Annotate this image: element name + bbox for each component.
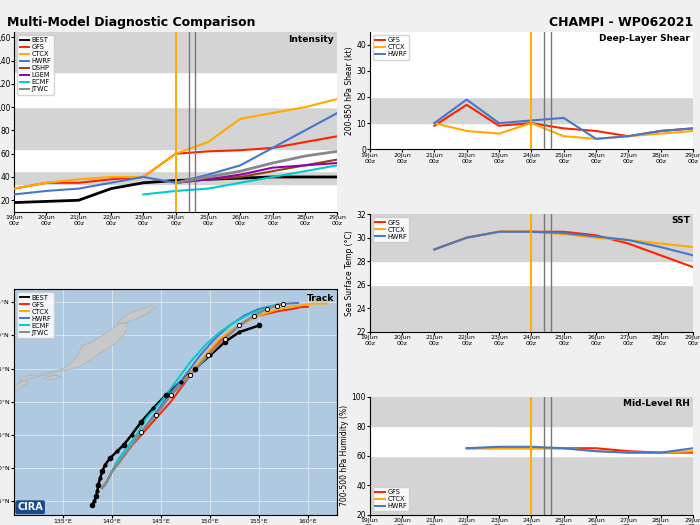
Bar: [370, 214, 693, 261]
Bar: [14, 149, 337, 171]
Bar: [370, 97, 693, 123]
Text: Mid-Level RH: Mid-Level RH: [623, 399, 690, 408]
Text: Intensity: Intensity: [288, 35, 334, 44]
Text: Multi-Model Diagnostic Comparison: Multi-Model Diagnostic Comparison: [7, 16, 256, 29]
Legend: GFS, CTCX, HWRF: GFS, CTCX, HWRF: [373, 35, 410, 59]
Bar: [370, 397, 693, 426]
Legend: GFS, CTCX, HWRF: GFS, CTCX, HWRF: [373, 217, 410, 242]
Legend: BEST, GFS, CTCX, HWRF, DSHP, LGEM, ECMF, JTWC: BEST, GFS, CTCX, HWRF, DSHP, LGEM, ECMF,…: [18, 35, 54, 94]
Bar: [14, 171, 337, 184]
Bar: [370, 123, 693, 149]
Y-axis label: 200-850 hPa Shear (kt): 200-850 hPa Shear (kt): [344, 46, 354, 135]
Y-axis label: Sea Surface Temp (°C): Sea Surface Temp (°C): [344, 230, 354, 316]
Bar: [14, 32, 337, 72]
Bar: [370, 285, 693, 332]
Text: CIRA: CIRA: [18, 502, 43, 512]
Text: CHAMPI - WP062021: CHAMPI - WP062021: [549, 16, 693, 29]
Y-axis label: 700-500 hPa Humidity (%): 700-500 hPa Humidity (%): [340, 405, 349, 506]
Polygon shape: [117, 306, 156, 323]
Bar: [370, 456, 693, 514]
Bar: [14, 184, 337, 212]
Legend: BEST, GFS, CTCX, HWRF, ECMF, JTWC: BEST, GFS, CTCX, HWRF, ECMF, JTWC: [18, 292, 54, 338]
Polygon shape: [19, 322, 127, 382]
Text: Deep-Layer Shear: Deep-Layer Shear: [599, 34, 689, 43]
Polygon shape: [43, 375, 61, 380]
Bar: [370, 32, 693, 97]
Bar: [14, 107, 337, 149]
Polygon shape: [12, 381, 29, 392]
Text: Track: Track: [307, 293, 334, 302]
Text: SST: SST: [671, 216, 690, 225]
Bar: [14, 72, 337, 107]
Bar: [370, 261, 693, 285]
Legend: GFS, CTCX, HWRF: GFS, CTCX, HWRF: [373, 487, 410, 511]
Polygon shape: [0, 345, 9, 372]
Bar: [370, 426, 693, 456]
